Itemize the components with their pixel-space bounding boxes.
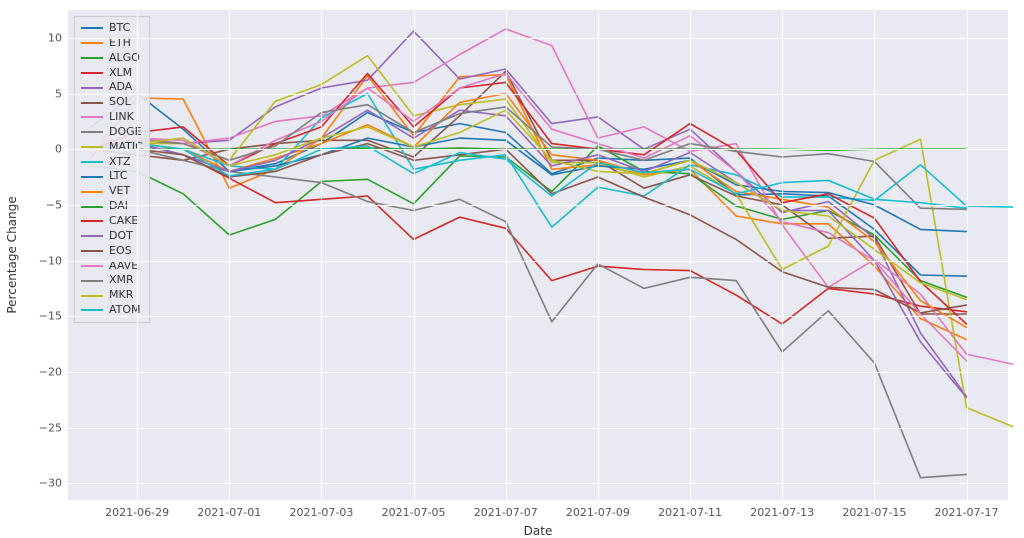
chart-figure: BTCETHALGOXLMADASOLLINKDOGEMATICXTZLTCVE… — [0, 0, 1024, 530]
gridline-h — [68, 94, 1008, 95]
y-tick-label: 10 — [48, 31, 62, 44]
y-tick-label: −5 — [46, 198, 62, 211]
legend-label: BTC — [109, 21, 130, 36]
legend-item: DOGE — [81, 125, 143, 140]
gridline-h — [68, 316, 1008, 317]
legend-swatch — [81, 87, 103, 89]
legend-label: SOL — [109, 95, 131, 110]
y-tick-label: −25 — [39, 421, 62, 434]
legend-item: SOL — [81, 95, 143, 110]
y-axis-label: Percentage Change — [5, 196, 19, 313]
series-vet — [91, 94, 967, 328]
legend-swatch — [81, 309, 103, 311]
legend-swatch — [81, 235, 103, 237]
legend-label: DAI — [109, 199, 128, 214]
legend-swatch — [81, 176, 103, 178]
legend-label: MKR — [109, 288, 133, 303]
legend-swatch — [81, 72, 103, 74]
legend-label: LINK — [109, 110, 134, 125]
legend-label: EOS — [109, 244, 132, 259]
legend-item: LINK — [81, 110, 143, 125]
legend-swatch — [81, 27, 103, 29]
gridline-h — [68, 38, 1008, 39]
legend-item: MATIC — [81, 140, 143, 155]
legend-label: CAKE — [109, 214, 138, 229]
legend-item: ALGO — [81, 51, 143, 66]
legend-item: XMR — [81, 273, 143, 288]
x-tick-label: 2021-07-05 — [382, 506, 446, 519]
gridline-v — [782, 10, 783, 500]
y-tick-label: −30 — [39, 477, 62, 490]
legend-label: DOT — [109, 229, 133, 244]
legend-item: LTC — [81, 169, 143, 184]
series-cake — [91, 74, 967, 325]
x-tick-label: 2021-07-17 — [935, 506, 999, 519]
x-tick-label: 2021-07-07 — [474, 506, 538, 519]
legend-swatch — [81, 131, 103, 133]
legend-swatch — [81, 265, 103, 267]
gridline-h — [68, 483, 1008, 484]
gridline-h — [68, 261, 1008, 262]
legend-swatch — [81, 42, 103, 44]
gridline-v — [506, 10, 507, 500]
legend-swatch — [81, 280, 103, 282]
legend-label: XTZ — [109, 155, 131, 170]
series-lines — [68, 10, 1008, 500]
legend-item: DAI — [81, 199, 143, 214]
legend-item: MKR — [81, 288, 143, 303]
y-tick-label: −15 — [39, 310, 62, 323]
legend-swatch — [81, 146, 103, 148]
x-tick-label: 2021-07-11 — [658, 506, 722, 519]
gridline-h — [68, 372, 1008, 373]
legend-label: VET — [109, 184, 130, 199]
y-tick-label: 5 — [55, 87, 62, 100]
legend-label: XMR — [109, 273, 134, 288]
x-tick-label: 2021-07-01 — [197, 506, 261, 519]
legend-item: BTC — [81, 21, 143, 36]
gridline-v — [874, 10, 875, 500]
legend-swatch — [81, 116, 103, 118]
gridline-h — [68, 205, 1008, 206]
gridline-v — [321, 10, 322, 500]
gridline-h — [68, 149, 1008, 150]
legend-label: XLM — [109, 66, 132, 81]
y-tick-label: −20 — [39, 365, 62, 378]
x-tick-label: 2021-06-29 — [105, 506, 169, 519]
x-tick-label: 2021-07-15 — [842, 506, 906, 519]
x-tick-label: 2021-07-09 — [566, 506, 630, 519]
legend-item: CAKE — [81, 214, 143, 229]
series-sol — [91, 71, 967, 314]
gridline-v — [690, 10, 691, 500]
gridline-v — [598, 10, 599, 500]
legend-swatch — [81, 161, 103, 163]
legend-item: DOT — [81, 229, 143, 244]
y-tick-label: −10 — [39, 254, 62, 267]
legend-item: XTZ — [81, 155, 143, 170]
legend-swatch — [81, 102, 103, 104]
legend-label: LTC — [109, 169, 127, 184]
x-tick-label: 2021-07-03 — [289, 506, 353, 519]
y-tick-label: 0 — [55, 143, 62, 156]
legend-swatch — [81, 57, 103, 59]
legend-label: ALGO — [109, 51, 140, 66]
legend-item: EOS — [81, 244, 143, 259]
legend-item: XLM — [81, 66, 143, 81]
gridline-v — [414, 10, 415, 500]
legend-swatch — [81, 191, 103, 193]
gridline-v — [229, 10, 230, 500]
gridline-v — [967, 10, 968, 500]
x-axis-label: Date — [524, 524, 553, 538]
legend-swatch — [81, 220, 103, 222]
legend-swatch — [81, 250, 103, 252]
legend-swatch — [81, 295, 103, 297]
plot-area: BTCETHALGOXLMADASOLLINKDOGEMATICXTZLTCVE… — [68, 10, 1008, 500]
gridline-h — [68, 428, 1008, 429]
x-tick-label: 2021-07-13 — [750, 506, 814, 519]
gridline-v — [137, 10, 138, 500]
legend-item: VET — [81, 184, 143, 199]
legend: BTCETHALGOXLMADASOLLINKDOGEMATICXTZLTCVE… — [74, 16, 150, 323]
